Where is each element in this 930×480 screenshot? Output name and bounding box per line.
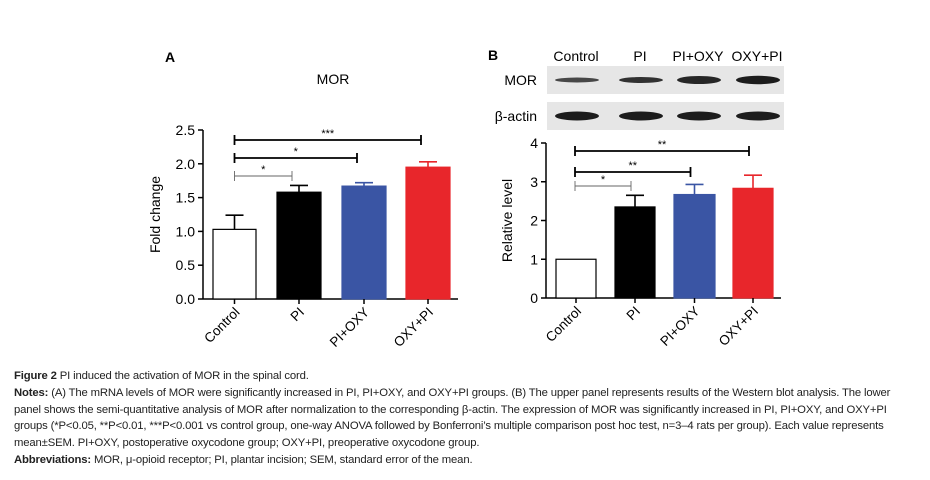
abbreviations-text: MOR, μ-opioid receptor; PI, plantar inci…: [91, 454, 473, 466]
x-tick-label: OXY+PI: [391, 305, 436, 350]
blot-band: [619, 77, 663, 83]
blot-band: [555, 111, 599, 121]
blot-lane-label: Control: [553, 48, 598, 64]
x-tick-label: Control: [543, 304, 584, 345]
bar-control: [555, 258, 597, 299]
bar-pi: [614, 206, 656, 299]
x-tick-label: PI+OXY: [657, 304, 702, 349]
figure-title-text: PI induced the activation of MOR in the …: [56, 370, 309, 382]
figure-label: Figure 2: [14, 370, 57, 382]
y-tick-label: 2: [530, 213, 538, 229]
blot-lane-label: OXY+PI: [732, 48, 783, 64]
abbreviations-label: Abbreviations:: [14, 454, 91, 466]
significance-label: *: [294, 146, 299, 158]
significance-label: ***: [321, 128, 335, 140]
bar-pi-oxy: [341, 185, 387, 300]
figure-title: Figure 2 PI induced the activation of MO…: [14, 368, 919, 385]
x-tick-label: Control: [201, 305, 242, 346]
bar-oxy-pi: [405, 166, 451, 300]
significance-label: *: [261, 164, 266, 176]
y-tick-label: 1.0: [176, 223, 196, 239]
figure-notes: Notes: (A) The mRNA levels of MOR were s…: [14, 385, 919, 451]
x-tick-label: OXY+PI: [716, 304, 761, 349]
y-tick-label: 2.5: [176, 122, 196, 138]
x-tick-label: PI: [287, 305, 307, 325]
blot-band: [677, 111, 721, 121]
y-axis-label: Fold change: [147, 176, 163, 253]
x-tick-label: PI: [623, 304, 643, 324]
chart-title: MOR: [317, 71, 350, 87]
bar-pi: [276, 191, 322, 300]
figure: A MOR 0.0 0.5 1.0 1.5 2.0 2.5 Fold change Control…: [147, 47, 784, 350]
blot-lane-label: PI: [633, 48, 646, 64]
panel-label: A: [165, 49, 175, 65]
y-tick-label: 0.0: [176, 291, 196, 307]
bar-control: [212, 228, 257, 300]
y-tick-label: 2.0: [176, 156, 196, 172]
blot-band: [736, 75, 780, 85]
y-tick-label: 1.5: [176, 190, 196, 206]
blot-band: [619, 111, 663, 121]
significance-label: **: [658, 139, 667, 151]
bar-oxy-pi: [732, 187, 774, 299]
significance-label: *: [601, 174, 606, 186]
significance-label: **: [628, 160, 637, 172]
y-tick-label: 1: [530, 251, 538, 267]
bar-pi-oxy: [673, 193, 716, 299]
blot-lane-label: PI+OXY: [673, 48, 725, 64]
panel-label: B: [488, 47, 498, 63]
blot-band: [736, 111, 780, 121]
notes-text: (A) The mRNA levels of MOR were signific…: [14, 387, 891, 449]
y-tick-label: 4: [530, 135, 538, 151]
blot-row-label: MOR: [504, 72, 537, 88]
figure-abbreviations: Abbreviations: MOR, μ-opioid receptor; P…: [14, 452, 919, 469]
y-tick-label: 3: [530, 174, 538, 190]
notes-label: Notes:: [14, 387, 49, 399]
blot-row-label: β-actin: [495, 108, 537, 124]
x-tick-label: PI+OXY: [327, 305, 372, 350]
y-axis-label: Relative level: [499, 179, 515, 262]
y-tick-label: 0: [530, 290, 538, 306]
blot-band: [677, 76, 721, 84]
blot-band: [555, 77, 599, 83]
y-tick-label: 0.5: [176, 257, 196, 273]
